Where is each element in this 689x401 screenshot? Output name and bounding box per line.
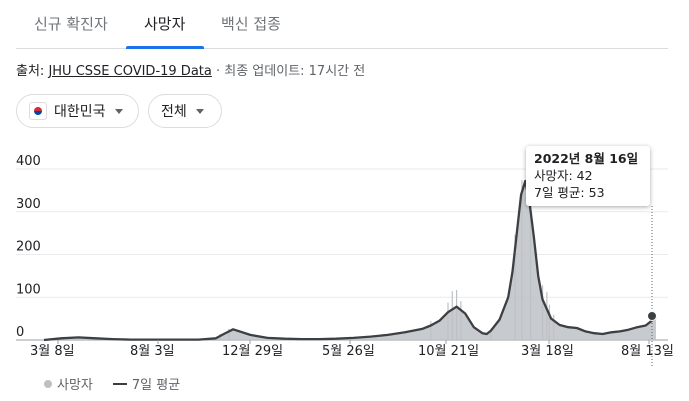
- chart-legend: 사망자 7일 평균: [44, 374, 180, 393]
- x-tick-label: 8월 3일: [130, 344, 175, 359]
- y-tick-label: 200: [16, 240, 41, 255]
- region-label: 대한민국: [54, 104, 106, 120]
- y-tick-label: 100: [16, 282, 41, 297]
- active-tab-indicator: [126, 46, 204, 49]
- tab-bar: 신규 확진자 사망자 백신 접종: [16, 0, 668, 49]
- dropdown-caret-icon: [114, 108, 123, 114]
- x-tick-label: 8월 13일: [621, 344, 674, 359]
- tooltip-date: 2022년 8월 16일: [534, 151, 639, 166]
- range-dropdown[interactable]: 전체: [148, 94, 222, 128]
- tab-deaths[interactable]: 사망자: [144, 15, 186, 33]
- deaths-legend-dot: [44, 379, 52, 388]
- source-link[interactable]: JHU CSSE COVID-19 Data: [48, 64, 212, 79]
- x-tick-label: 12월 29일: [222, 344, 283, 359]
- x-tick-label: 3월 8일: [30, 344, 75, 359]
- tab-vaccinations[interactable]: 백신 접종: [221, 15, 281, 33]
- data-tooltip: 2022년 8월 16일 사망자: 42 7일 평균: 53: [526, 146, 650, 206]
- hover-point: [647, 311, 657, 321]
- legend-average: 7일 평균: [131, 378, 181, 393]
- source-prefix: 출처:: [16, 64, 49, 79]
- source-line: 출처: JHU CSSE COVID-19 Data · 최종 업데이트: 17…: [16, 60, 365, 79]
- tooltip-average: 7일 평균: 53: [534, 185, 605, 200]
- y-tick-label: 0: [16, 325, 24, 340]
- average-legend-line: [112, 382, 127, 385]
- range-label: 전체: [161, 104, 187, 120]
- tooltip-deaths: 사망자: 42: [534, 168, 593, 183]
- region-dropdown[interactable]: 대한민국: [16, 94, 139, 128]
- x-tick-label: 10월 21일: [418, 344, 479, 359]
- dropdown-caret-icon: [195, 108, 204, 114]
- korea-flag-icon: [29, 102, 47, 120]
- legend-deaths: 사망자: [57, 378, 93, 393]
- tab-new-cases[interactable]: 신규 확진자: [34, 15, 108, 33]
- seven-day-average-line: [43, 179, 657, 342]
- x-tick-label: 5월 26일: [322, 344, 375, 359]
- y-tick-label: 400: [16, 154, 41, 169]
- x-tick-label: 3월 18일: [521, 344, 574, 359]
- deaths-area: [44, 181, 656, 340]
- last-updated: · 최종 업데이트: 17시간 전: [211, 64, 366, 79]
- y-tick-label: 300: [16, 197, 41, 212]
